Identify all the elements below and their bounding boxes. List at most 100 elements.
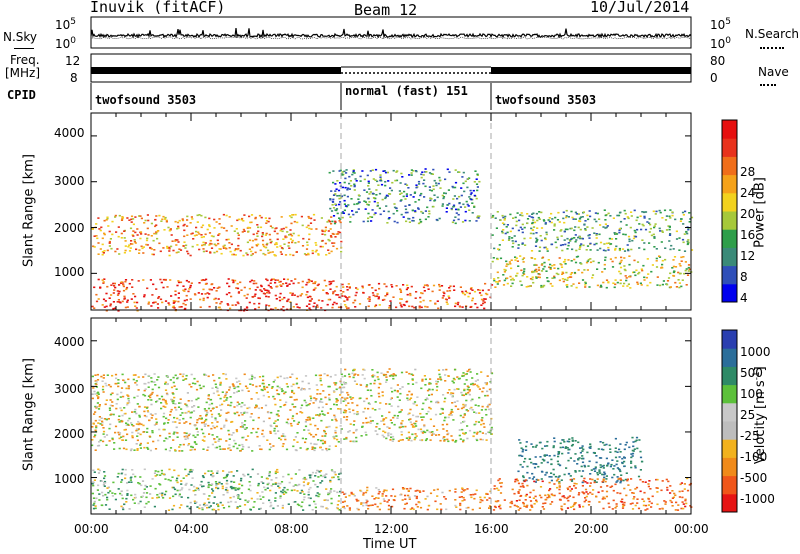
- data-cell: [561, 244, 564, 246]
- data-cell: [93, 235, 96, 237]
- data-cell: [589, 485, 592, 487]
- data-cell: [648, 222, 651, 224]
- data-cell: [636, 228, 639, 231]
- data-cell: [367, 204, 370, 206]
- data-cell: [630, 478, 633, 480]
- data-cell: [462, 292, 465, 295]
- data-cell: [112, 301, 115, 303]
- data-cell: [110, 247, 113, 250]
- data-cell: [557, 267, 560, 270]
- data-cell: [475, 420, 478, 423]
- data-cell: [200, 421, 204, 424]
- data-cell: [678, 272, 681, 275]
- data-cell: [204, 374, 208, 376]
- data-cell: [506, 224, 509, 226]
- data-cell: [590, 469, 593, 471]
- data-cell: [534, 269, 537, 272]
- data-cell: [498, 244, 501, 246]
- data-cell: [468, 209, 471, 211]
- data-cell: [196, 421, 199, 424]
- data-cell: [685, 284, 688, 286]
- data-cell: [423, 196, 426, 198]
- data-cell: [401, 487, 405, 489]
- data-cell: [430, 400, 433, 403]
- data-cell: [210, 474, 213, 476]
- data-cell: [445, 298, 448, 301]
- data-cell: [367, 182, 370, 184]
- data-cell: [159, 250, 162, 253]
- data-cell: [386, 195, 389, 197]
- data-cell: [593, 218, 596, 221]
- data-cell: [474, 380, 477, 382]
- data-cell: [109, 423, 112, 426]
- data-cell: [488, 431, 491, 434]
- data-cell: [257, 230, 260, 233]
- data-cell: [339, 490, 342, 493]
- data-cell: [658, 255, 661, 257]
- data-cell: [478, 388, 481, 390]
- data-cell: [366, 174, 369, 177]
- data-cell: [593, 470, 597, 472]
- data-cell: [274, 432, 277, 435]
- data-cell: [134, 374, 137, 376]
- data-cell: [573, 485, 576, 487]
- data-cell: [325, 292, 328, 294]
- data-cell: [156, 474, 159, 476]
- data-cell: [324, 229, 327, 232]
- data-cell: [191, 446, 194, 449]
- data-cell: [138, 215, 141, 217]
- data-cell: [240, 477, 243, 480]
- data-cell: [328, 397, 331, 399]
- data-cell: [285, 421, 288, 424]
- data-cell: [533, 271, 536, 273]
- data-cell: [312, 282, 315, 285]
- data-cell: [522, 503, 525, 505]
- data-cell: [534, 245, 538, 247]
- data-cell: [134, 231, 137, 234]
- data-cell: [368, 284, 371, 286]
- data-cell: [291, 373, 294, 376]
- data-cell: [352, 369, 355, 372]
- data-cell: [464, 219, 467, 222]
- data-cell: [169, 228, 172, 230]
- data-cell: [451, 221, 454, 224]
- data-cell: [320, 307, 323, 309]
- data-cell: [452, 205, 456, 208]
- data-cell: [260, 284, 263, 287]
- data-cell: [161, 301, 164, 304]
- data-cell: [276, 232, 279, 235]
- data-cell: [203, 504, 206, 507]
- data-cell: [241, 448, 244, 450]
- data-cell: [362, 502, 365, 504]
- data-cell: [473, 431, 476, 434]
- data-cell: [108, 297, 111, 299]
- data-cell: [101, 304, 104, 306]
- data-cell: [118, 415, 121, 417]
- data-cell: [279, 406, 282, 408]
- data-cell: [619, 481, 622, 484]
- velocity-ytick: 3000: [54, 382, 85, 396]
- data-cell: [198, 214, 201, 216]
- data-cell: [574, 470, 577, 472]
- data-cell: [108, 409, 112, 411]
- data-cell: [268, 499, 271, 502]
- data-cell: [103, 306, 106, 308]
- data-cell: [214, 441, 217, 443]
- data-cell: [553, 223, 556, 225]
- power-colorbar-tick: 16: [740, 228, 756, 242]
- data-cell: [128, 244, 131, 246]
- data-cell: [111, 492, 114, 494]
- data-cell: [158, 214, 161, 217]
- data-cell: [116, 248, 119, 250]
- data-cell: [149, 396, 152, 399]
- data-cell: [624, 269, 627, 272]
- data-cell: [546, 248, 549, 250]
- data-cell: [598, 218, 601, 220]
- data-cell: [204, 216, 207, 219]
- data-cell: [261, 382, 264, 385]
- data-cell: [573, 258, 576, 261]
- data-cell: [141, 495, 144, 498]
- data-cell: [256, 224, 259, 226]
- data-cell: [461, 290, 464, 293]
- data-cell: [116, 290, 119, 292]
